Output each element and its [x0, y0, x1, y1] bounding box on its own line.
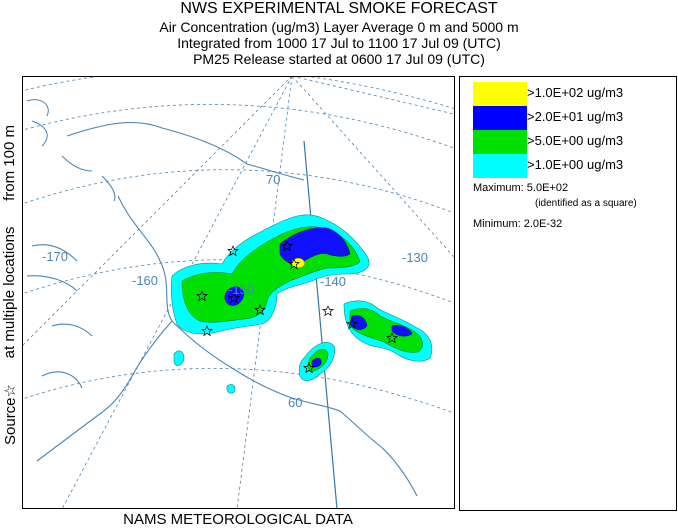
alaska-coastline — [26, 122, 418, 497]
legend-label: >2.0E+01 ug/m3 — [527, 109, 624, 124]
star-icon — [227, 245, 239, 257]
legend-item: >1.0E+00 ug/m3 — [473, 154, 673, 178]
source-markers — [196, 240, 398, 374]
legend-swatch-cyan — [473, 154, 527, 178]
lon-140-label: -140 — [320, 274, 346, 289]
source-label: Source — [2, 397, 19, 445]
legend-item: >1.0E+02 ug/m3 — [473, 82, 673, 106]
lon-160-label: -160 — [132, 273, 158, 288]
star-icon — [303, 362, 315, 374]
concentration-subtitle: Air Concentration (ug/m3) Layer Average … — [159, 19, 519, 35]
canada-border — [303, 140, 338, 508]
legend-swatch-green — [473, 130, 527, 154]
maximum-note: (identified as a square) — [535, 198, 637, 209]
legend-label: >1.0E+02 ug/m3 — [527, 85, 624, 100]
maximum-value: Maximum: 5.0E+02 — [473, 182, 569, 194]
star-icon: ☆ — [2, 384, 19, 398]
star-icon — [196, 290, 208, 302]
smoke-plume-blue — [224, 227, 413, 368]
legend-swatch-blue — [473, 106, 527, 130]
lon-130-label: -130 — [402, 250, 428, 265]
source-label-group: Source☆ — [1, 384, 19, 445]
lon-150-label: -150 — [228, 282, 254, 297]
star-icon — [346, 318, 358, 330]
legend-label: >1.0E+00 ug/m3 — [527, 157, 624, 172]
legend-item: >5.0E+00 ug/m3 — [473, 130, 673, 154]
star-icon — [201, 325, 213, 337]
star-icon — [288, 258, 300, 270]
smoke-map: -170 -160 -150 -140 -130 70 60 — [22, 76, 455, 509]
star-icon — [228, 292, 240, 304]
lat-70-label: 70 — [266, 172, 280, 187]
star-icon — [386, 332, 398, 344]
release-height-label: from 100 m — [1, 125, 18, 201]
release-start: PM25 Release started at 0600 17 Jul 09 (… — [193, 51, 485, 67]
forecast-title: NWS EXPERIMENTAL SMOKE FORECAST — [180, 0, 498, 17]
lat-60-label: 60 — [288, 395, 302, 410]
legend-swatch-yellow — [473, 82, 527, 106]
integration-period: Integrated from 1000 17 Jul to 1100 17 J… — [177, 35, 501, 51]
multiple-locations-label: at multiple locations — [1, 226, 18, 359]
meteorological-data-label: NAMS METEOROLOGICAL DATA — [123, 511, 353, 528]
star-icon — [281, 240, 293, 252]
star-icon — [322, 305, 334, 317]
legend-label: >5.0E+00 ug/m3 — [527, 133, 624, 148]
legend-item: >2.0E+01 ug/m3 — [473, 106, 673, 130]
northwest-coast — [26, 99, 93, 172]
lon-170-label: -170 — [42, 249, 68, 264]
minimum-value: Minimum: 2.0E-32 — [473, 218, 563, 230]
legend-panel: >1.0E+02 ug/m3 >2.0E+01 ug/m3 >5.0E+00 u… — [459, 76, 677, 511]
source-side-label: Source☆ at multiple locations from 100 m — [1, 125, 19, 445]
star-icon — [254, 304, 266, 316]
